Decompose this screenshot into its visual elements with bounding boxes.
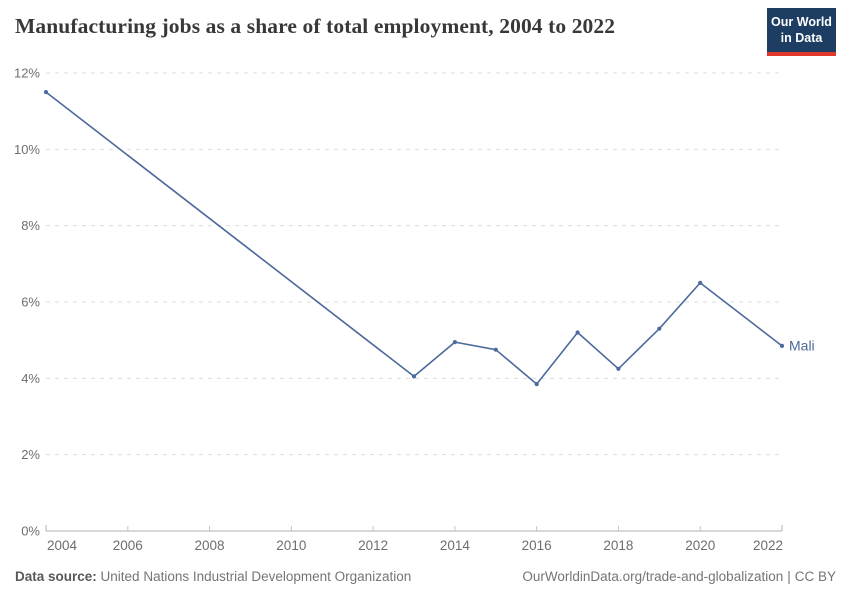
x-tick-label-2006: 2006	[113, 538, 143, 553]
data-point-mali-2013	[411, 374, 417, 379]
owid-logo[interactable]: Our World in Data	[767, 8, 836, 56]
data-point-mali-2014	[452, 340, 457, 345]
y-tick-label-0: 0%	[21, 524, 40, 539]
footer-separator: |	[787, 569, 791, 584]
footer-right: OurWorldinData.org/trade-and-globalizati…	[522, 569, 836, 584]
footer-link[interactable]: OurWorldinData.org/trade-and-globalizati…	[522, 569, 784, 584]
y-tick-label-12: 12%	[14, 66, 40, 81]
x-tick-label-2004: 2004	[47, 538, 78, 553]
data-point-mali-2018	[616, 366, 621, 371]
data-point-mali-2017	[575, 330, 580, 335]
owid-logo-line2: in Data	[780, 31, 823, 45]
x-tick-label-2016: 2016	[522, 538, 552, 553]
data-point-mali-2020	[698, 280, 703, 285]
license-badge: CC BY	[794, 569, 836, 584]
chart-title: Manufacturing jobs as a share of total e…	[15, 14, 616, 38]
data-point-mali-2016	[534, 382, 539, 387]
x-tick-label-2022: 2022	[753, 538, 783, 553]
series-end-label-mali[interactable]: Mali	[789, 337, 815, 353]
data-source-note: Data source: United Nations Industrial D…	[15, 569, 411, 584]
x-tick-label-2020: 2020	[685, 538, 715, 553]
y-tick-label-8: 8%	[21, 218, 40, 233]
data-source-value: United Nations Industrial Development Or…	[100, 569, 412, 584]
x-tick-label-2010: 2010	[276, 538, 306, 553]
data-point-mali-2015	[493, 347, 498, 352]
y-tick-label-2: 2%	[21, 447, 40, 462]
x-tick-label-2018: 2018	[603, 538, 633, 553]
series-line-mali	[45, 91, 783, 385]
x-tick-label-2008: 2008	[195, 538, 225, 553]
data-point-mali-2022	[779, 343, 785, 348]
data-point-mali-2004	[43, 90, 49, 95]
data-source-label: Data source:	[15, 569, 97, 584]
x-tick-label-2012: 2012	[358, 538, 388, 553]
y-tick-label-10: 10%	[14, 142, 40, 157]
data-point-mali-2019	[657, 326, 662, 331]
owid-logo-line1: Our World	[771, 14, 832, 29]
y-tick-label-4: 4%	[21, 371, 40, 386]
chart-footer: Data source: United Nations Industrial D…	[15, 569, 836, 584]
y-tick-label-6: 6%	[21, 295, 40, 310]
x-tick-label-2014: 2014	[440, 538, 471, 553]
